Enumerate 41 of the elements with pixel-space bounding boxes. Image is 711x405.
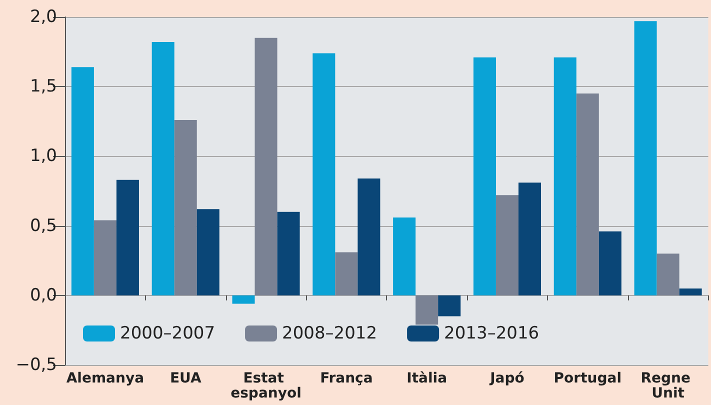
y-tick-label: 1,5 [30, 76, 57, 97]
bar [277, 212, 300, 296]
x-tick-label: Regne Unit [640, 370, 696, 402]
bar [679, 288, 702, 296]
y-tick-label: 0,5 [30, 216, 57, 236]
legend-label: 2000–2007 [120, 324, 216, 344]
bar [152, 42, 174, 296]
x-tick-label: Estat espanyol [230, 370, 302, 402]
bar [358, 178, 380, 296]
bar [335, 252, 358, 296]
bar [393, 217, 416, 296]
y-tick-label: −0,5 [16, 355, 57, 375]
bar [518, 182, 542, 296]
bar [232, 295, 255, 304]
bar [71, 67, 94, 296]
bar [598, 231, 622, 296]
legend-label: 2008–2012 [282, 324, 378, 344]
x-tick-label: Itàlia [406, 370, 448, 386]
x-tick-label: Portugal [554, 370, 622, 386]
bar [174, 120, 197, 296]
x-tick-label: Japó [489, 370, 525, 386]
x-tick-label: França [320, 370, 373, 386]
bar [254, 38, 278, 296]
bar [576, 94, 599, 296]
x-tick-label: EUA [170, 370, 202, 386]
legend-label: 2013–2016 [444, 324, 540, 344]
bar [312, 53, 336, 296]
bar [496, 195, 518, 296]
bar [634, 21, 657, 296]
bar [116, 180, 139, 296]
y-tick-label: 2,0 [30, 7, 57, 27]
bar [416, 295, 438, 325]
bar [473, 57, 496, 296]
bar [438, 295, 461, 316]
bar [656, 254, 680, 296]
bar [94, 220, 116, 296]
bar [196, 209, 220, 296]
x-tick-label: Alemanya [66, 370, 144, 386]
bar [554, 57, 576, 296]
y-tick-label: 0,0 [30, 285, 57, 306]
y-tick-label: 1,0 [30, 146, 57, 166]
